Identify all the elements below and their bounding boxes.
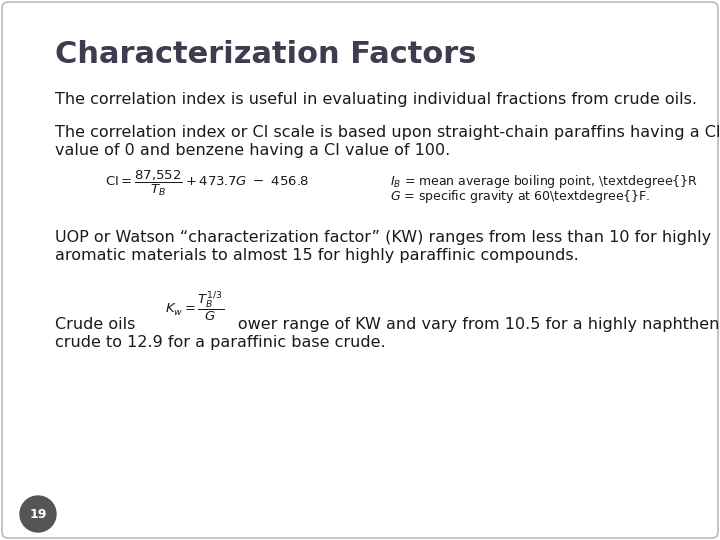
Text: Crude oils                    ower range of KW and vary from 10.5 for a highly n: Crude oils ower range of KW and vary fro… <box>55 317 720 332</box>
Text: UOP or Watson “characterization factor” (KW) ranges from less than 10 for highly: UOP or Watson “characterization factor” … <box>55 230 711 245</box>
Text: $I_B$ = mean average boiling point, \textdegree{}R: $I_B$ = mean average boiling point, \tex… <box>390 173 698 190</box>
Text: 19: 19 <box>30 508 47 521</box>
Text: crude to 12.9 for a paraffinic base crude.: crude to 12.9 for a paraffinic base crud… <box>55 335 386 350</box>
Text: The correlation index or CI scale is based upon straight-chain paraffins having : The correlation index or CI scale is bas… <box>55 125 720 140</box>
Text: The correlation index is useful in evaluating individual fractions from crude oi: The correlation index is useful in evalu… <box>55 92 697 107</box>
Text: $\mathrm{CI} = \dfrac{87{,}552}{T_B} + 473.7G\ -\ 456.8$: $\mathrm{CI} = \dfrac{87{,}552}{T_B} + 4… <box>105 168 310 198</box>
Circle shape <box>20 496 56 532</box>
Text: Characterization Factors: Characterization Factors <box>55 40 477 69</box>
Text: $G$ = specific gravity at 60\textdegree{}F.: $G$ = specific gravity at 60\textdegree{… <box>390 188 651 205</box>
Text: $K_w = \dfrac{T_B^{1/3}}{G}$: $K_w = \dfrac{T_B^{1/3}}{G}$ <box>165 290 224 324</box>
Text: aromatic materials to almost 15 for highly paraffinic compounds.: aromatic materials to almost 15 for high… <box>55 248 579 263</box>
Text: value of 0 and benzene having a CI value of 100.: value of 0 and benzene having a CI value… <box>55 143 450 158</box>
